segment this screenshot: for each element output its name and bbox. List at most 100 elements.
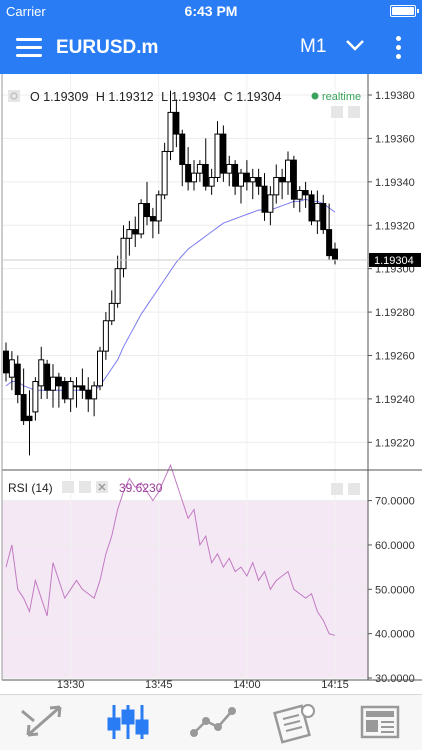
candle — [326, 203, 333, 260]
candle — [185, 147, 192, 191]
candle — [97, 346, 103, 391]
candle — [249, 168, 256, 200]
chart-tab-icon[interactable] — [98, 699, 158, 745]
rsi-tick-label: 50.0000 — [375, 584, 415, 596]
candle — [238, 168, 244, 204]
candle — [61, 377, 68, 404]
price-axis: 1.193801.193601.193401.193201.193001.192… — [368, 90, 415, 449]
battery-icon — [390, 5, 419, 17]
move-down-icon[interactable] — [331, 106, 343, 118]
price-tick-label: 1.19280 — [375, 307, 415, 319]
candle — [85, 377, 92, 412]
current-price-marker — [369, 252, 421, 267]
rsi-move-down-icon[interactable] — [348, 483, 360, 495]
candle — [296, 186, 303, 213]
candle — [308, 190, 315, 226]
candle — [290, 155, 297, 208]
time-tick-label: 14:15 — [321, 679, 349, 691]
candle — [138, 199, 145, 239]
time-tick-label: 13:45 — [145, 679, 173, 691]
rsi-settings-icon[interactable] — [62, 481, 74, 493]
price-tick-label: 1.19340 — [375, 177, 415, 189]
grid-lines — [2, 74, 368, 680]
price-tick-label: 1.19320 — [375, 220, 415, 232]
rsi-move-up-icon[interactable] — [331, 483, 343, 495]
rsi-line — [5, 463, 336, 636]
rsi-gear-icon[interactable] — [79, 481, 91, 493]
trade-tab-icon[interactable] — [182, 699, 242, 745]
chevron-down-icon[interactable] — [344, 38, 366, 52]
candle — [79, 368, 86, 399]
status-time: 6:43 PM — [184, 3, 238, 19]
candle — [38, 346, 45, 399]
status-bar: Carrier 6:43 PM — [0, 0, 422, 22]
rsi-tick-label: 40.0000 — [375, 629, 415, 641]
candle — [196, 160, 203, 182]
moving-average-line — [5, 198, 336, 391]
candle — [73, 377, 80, 408]
candle — [279, 168, 286, 200]
realtime-dot-icon — [311, 92, 319, 100]
candle — [173, 99, 180, 148]
carrier-label: Carrier — [6, 4, 46, 19]
candle — [132, 216, 139, 247]
candle — [108, 290, 115, 326]
price-chart[interactable]: 1.193801.193601.193401.193201.193001.192… — [0, 74, 422, 694]
candle — [255, 168, 262, 195]
candle — [214, 121, 221, 182]
rsi-tick-label: 60.0000 — [375, 540, 415, 552]
candle — [167, 90, 174, 161]
chart-area[interactable]: 1.19380 1.19360 1.19340 1.19320 1.19300 1.192… — [0, 74, 422, 694]
candle — [208, 168, 215, 195]
candle — [126, 220, 133, 256]
candle — [50, 364, 56, 408]
candle — [220, 125, 227, 182]
rsi-tick-label: 70.0000 — [375, 496, 415, 508]
candle — [144, 181, 150, 226]
rsi-label: RSI (14) — [8, 481, 53, 495]
menu-icon[interactable] — [16, 38, 42, 58]
candle — [44, 359, 51, 399]
candle — [267, 186, 274, 226]
symbol-title[interactable]: EURUSD.m — [56, 37, 159, 58]
ohlc-readout: O 1.19309 H 1.19312 L 1.19304 C 1.19304 — [30, 90, 281, 104]
candle — [55, 372, 62, 408]
tab-bar — [0, 694, 422, 750]
price-tick-label: 1.19240 — [375, 394, 415, 406]
candle — [285, 151, 291, 195]
rsi-tick-label: 30.0000 — [375, 673, 415, 685]
price-tick-label: 1.19220 — [375, 437, 415, 449]
candle — [155, 190, 162, 234]
candle — [320, 194, 327, 234]
chart-settings-icon[interactable] — [8, 90, 20, 102]
move-up-icon[interactable] — [348, 106, 360, 118]
candle — [102, 312, 109, 360]
candle — [114, 255, 121, 308]
price-tick-label: 1.19260 — [375, 350, 415, 362]
candle — [91, 381, 98, 417]
candle — [161, 142, 168, 200]
candle — [261, 173, 268, 221]
rsi-value: 39.6230 — [119, 481, 163, 495]
candle — [302, 181, 309, 208]
price-tick-label: 1.19360 — [375, 133, 415, 145]
price-tick-label: 1.19380 — [375, 90, 415, 102]
quotes-tab-icon[interactable] — [14, 699, 74, 745]
time-tick-label: 14:00 — [233, 679, 261, 691]
candle — [191, 160, 197, 191]
history-tab-icon[interactable] — [266, 699, 326, 745]
time-axis: 13:30 13:45 14:00 14:15 — [57, 679, 349, 691]
candle — [273, 164, 280, 204]
rsi-axis: 70.0000 60.0000 50.0000 40.0000 30.0000 — [368, 496, 415, 685]
current-price-value: 1.19304 — [374, 255, 414, 267]
candle — [20, 368, 27, 425]
candle — [67, 377, 74, 412]
candle — [202, 138, 209, 191]
candle — [26, 390, 33, 456]
news-tab-icon[interactable] — [350, 699, 410, 745]
more-options-icon[interactable] — [393, 36, 403, 62]
candle — [8, 351, 15, 391]
candle — [314, 190, 321, 234]
candle — [14, 355, 21, 404]
timeframe-button[interactable]: M1 — [300, 36, 327, 57]
